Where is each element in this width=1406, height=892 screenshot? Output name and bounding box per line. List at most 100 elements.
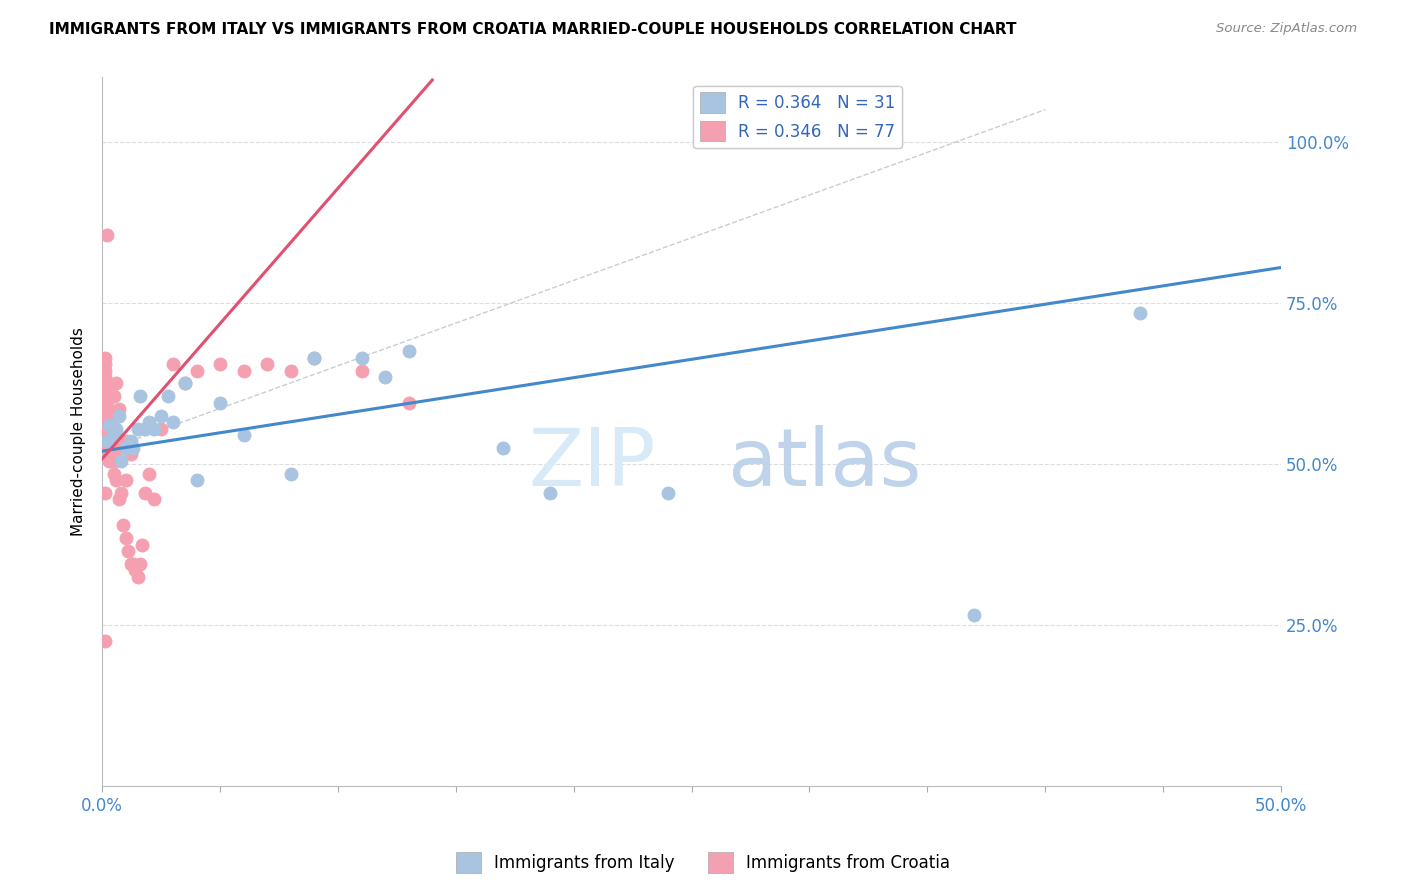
Text: IMMIGRANTS FROM ITALY VS IMMIGRANTS FROM CROATIA MARRIED-COUPLE HOUSEHOLDS CORRE: IMMIGRANTS FROM ITALY VS IMMIGRANTS FROM… — [49, 22, 1017, 37]
Point — [186, 363, 208, 377]
Point — [114, 531, 136, 545]
Point — [96, 434, 118, 449]
Point — [280, 363, 302, 377]
Point — [96, 421, 118, 435]
Point — [150, 409, 173, 423]
Point — [93, 370, 115, 384]
Point — [134, 486, 156, 500]
Point — [117, 544, 139, 558]
Point — [93, 383, 115, 397]
Point — [96, 434, 118, 449]
Point — [129, 557, 152, 571]
Point — [173, 376, 195, 391]
Point — [100, 428, 122, 442]
Point — [120, 557, 142, 571]
Point — [657, 486, 679, 500]
Point — [96, 441, 118, 455]
Point — [157, 389, 180, 403]
Point — [98, 428, 121, 442]
Point — [107, 409, 129, 423]
Point — [350, 363, 373, 377]
Point — [110, 486, 132, 500]
Point — [93, 409, 115, 423]
Point — [114, 473, 136, 487]
Text: atlas: atlas — [727, 425, 921, 503]
Point — [103, 454, 125, 468]
Point — [114, 434, 136, 449]
Point — [98, 415, 121, 429]
Point — [105, 421, 128, 435]
Point — [98, 454, 121, 468]
Point — [124, 563, 146, 577]
Point — [96, 402, 118, 417]
Point — [93, 357, 115, 371]
Point — [162, 415, 184, 429]
Point — [93, 421, 115, 435]
Point — [96, 396, 118, 410]
Point — [96, 228, 118, 243]
Point — [186, 473, 208, 487]
Point — [162, 357, 184, 371]
Point — [93, 351, 115, 365]
Point — [107, 402, 129, 417]
Point — [96, 409, 118, 423]
Point — [98, 409, 121, 423]
Point — [103, 441, 125, 455]
Point — [114, 441, 136, 455]
Point — [100, 441, 122, 455]
Point — [93, 389, 115, 403]
Point — [143, 421, 166, 435]
Point — [93, 402, 115, 417]
Point — [93, 376, 115, 391]
Point — [1128, 305, 1150, 319]
Point — [209, 357, 232, 371]
Y-axis label: Married-couple Households: Married-couple Households — [72, 327, 86, 536]
Point — [110, 454, 132, 468]
Text: Source: ZipAtlas.com: Source: ZipAtlas.com — [1216, 22, 1357, 36]
Point — [138, 415, 160, 429]
Point — [120, 447, 142, 461]
Point — [105, 376, 128, 391]
Point — [93, 415, 115, 429]
Point — [103, 467, 125, 481]
Point — [98, 447, 121, 461]
Point — [98, 421, 121, 435]
Point — [232, 428, 254, 442]
Point — [107, 441, 129, 455]
Point — [131, 537, 153, 551]
Point — [103, 428, 125, 442]
Point — [232, 363, 254, 377]
Point — [121, 441, 143, 455]
Point — [398, 344, 420, 359]
Point — [98, 383, 121, 397]
Point — [93, 634, 115, 648]
Point — [103, 428, 125, 442]
Point — [350, 351, 373, 365]
Point — [492, 441, 515, 455]
Legend: R = 0.364   N = 31, R = 0.346   N = 77: R = 0.364 N = 31, R = 0.346 N = 77 — [693, 86, 903, 148]
Point — [98, 434, 121, 449]
Point — [374, 370, 396, 384]
Point — [127, 570, 149, 584]
Point — [100, 454, 122, 468]
Text: ZIP: ZIP — [529, 425, 657, 503]
Point — [129, 389, 152, 403]
Point — [280, 467, 302, 481]
Point — [100, 447, 122, 461]
Point — [134, 421, 156, 435]
Point — [96, 389, 118, 403]
Point — [304, 351, 326, 365]
Point — [93, 486, 115, 500]
Point — [143, 492, 166, 507]
Point — [96, 415, 118, 429]
Point — [98, 418, 121, 433]
Point — [138, 467, 160, 481]
Point — [209, 396, 232, 410]
Point — [398, 396, 420, 410]
Point — [103, 389, 125, 403]
Point — [121, 557, 143, 571]
Point — [150, 421, 173, 435]
Point — [93, 428, 115, 442]
Point — [127, 421, 149, 435]
Point — [120, 434, 142, 449]
